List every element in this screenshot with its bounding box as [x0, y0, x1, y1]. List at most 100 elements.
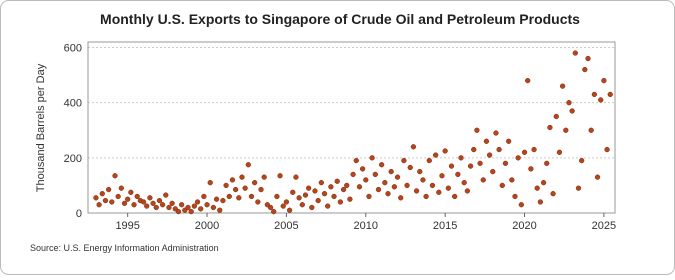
point [229, 177, 236, 183]
point [521, 149, 528, 155]
point [105, 186, 112, 193]
chart-title: Monthly U.S. Exports to Singapore of Cru… [100, 11, 580, 27]
point [302, 192, 309, 198]
point [426, 157, 432, 164]
point [144, 203, 150, 209]
point [156, 197, 163, 204]
point [594, 174, 601, 180]
point [452, 193, 458, 200]
point [480, 177, 486, 183]
point [96, 202, 102, 208]
point [432, 152, 439, 158]
point [134, 193, 140, 200]
point [255, 199, 261, 205]
point [99, 191, 105, 197]
point [309, 204, 315, 211]
point [417, 168, 423, 175]
y-axis-label: Thousand Barrels per Day [35, 63, 47, 192]
point [191, 203, 198, 209]
point [140, 199, 147, 205]
point [198, 206, 204, 212]
point [121, 200, 128, 206]
point [455, 171, 461, 178]
point [213, 196, 220, 202]
point [210, 204, 217, 211]
point [458, 155, 464, 161]
point [575, 185, 582, 191]
x-tick-label: 2005 [274, 220, 298, 232]
point [331, 193, 337, 200]
point [540, 180, 547, 186]
point [566, 100, 572, 106]
point [201, 193, 207, 200]
x-tick-label: 2020 [512, 220, 536, 232]
point [366, 193, 372, 200]
point [401, 157, 407, 164]
point [232, 186, 239, 193]
point [334, 178, 340, 184]
point [464, 188, 471, 194]
y-tick-label: 400 [64, 98, 82, 110]
point [547, 124, 553, 131]
point [131, 202, 137, 208]
point [220, 197, 226, 204]
point [490, 168, 496, 175]
point [559, 83, 566, 89]
point [601, 77, 607, 84]
point [217, 207, 223, 213]
point [385, 191, 391, 197]
point [150, 200, 156, 206]
point [261, 174, 267, 180]
point [102, 197, 109, 204]
point [274, 193, 280, 200]
point [477, 160, 483, 167]
x-tick-label: 1995 [115, 220, 139, 232]
point [588, 127, 594, 133]
source: Source: U.S. Energy Information Administ… [30, 243, 219, 253]
point [569, 108, 575, 114]
point [394, 174, 401, 180]
point [118, 185, 124, 191]
point [515, 155, 521, 161]
y-tick-label: 200 [64, 153, 82, 165]
point [163, 192, 169, 198]
point [290, 189, 296, 195]
point [544, 160, 550, 167]
point [442, 148, 448, 154]
point [305, 185, 312, 191]
point [413, 188, 420, 194]
point [315, 197, 321, 204]
point [407, 164, 413, 171]
point [359, 166, 366, 172]
x-tick-label: 2000 [195, 220, 219, 232]
point [436, 189, 442, 195]
point [410, 144, 417, 150]
point [471, 146, 477, 153]
point [363, 177, 369, 183]
point [258, 186, 264, 193]
point [179, 202, 185, 208]
point [461, 180, 467, 186]
x-tick-label: 2010 [354, 220, 378, 232]
point [572, 50, 578, 56]
point [153, 204, 159, 211]
point [534, 185, 540, 191]
point [356, 184, 363, 190]
point [591, 91, 598, 98]
point [505, 138, 512, 144]
point [204, 202, 210, 208]
point [93, 195, 99, 201]
point [398, 195, 404, 201]
point [112, 173, 118, 179]
point [439, 173, 445, 179]
point [340, 186, 347, 193]
point [493, 130, 499, 136]
y-tick-label: 600 [64, 43, 82, 55]
point [404, 182, 410, 189]
point [286, 207, 293, 213]
point [267, 204, 274, 211]
point [518, 202, 524, 208]
point [242, 185, 248, 191]
point [563, 127, 569, 133]
